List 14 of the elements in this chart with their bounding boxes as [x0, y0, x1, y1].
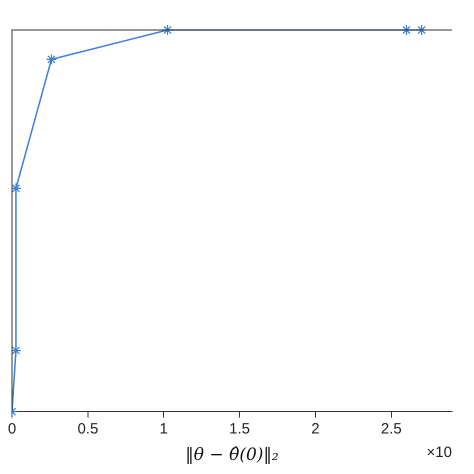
point: [162, 24, 174, 36]
point: [12, 344, 22, 356]
x-tick-label: 2.5: [380, 420, 402, 438]
x-tick-label: 1.5: [229, 420, 250, 438]
text: ×10: [426, 444, 452, 462]
x-tick-label: 2: [311, 420, 320, 438]
point: [12, 182, 22, 194]
x-axis-title: ‖θ − θ̂(0)‖₂: [185, 445, 279, 466]
x-tick-label: 1: [160, 420, 168, 438]
point: [46, 54, 58, 65]
x-tick-label: 0: [8, 420, 16, 438]
point: [416, 24, 428, 36]
point: [400, 24, 412, 36]
x-tick-label: 0.5: [77, 420, 98, 438]
